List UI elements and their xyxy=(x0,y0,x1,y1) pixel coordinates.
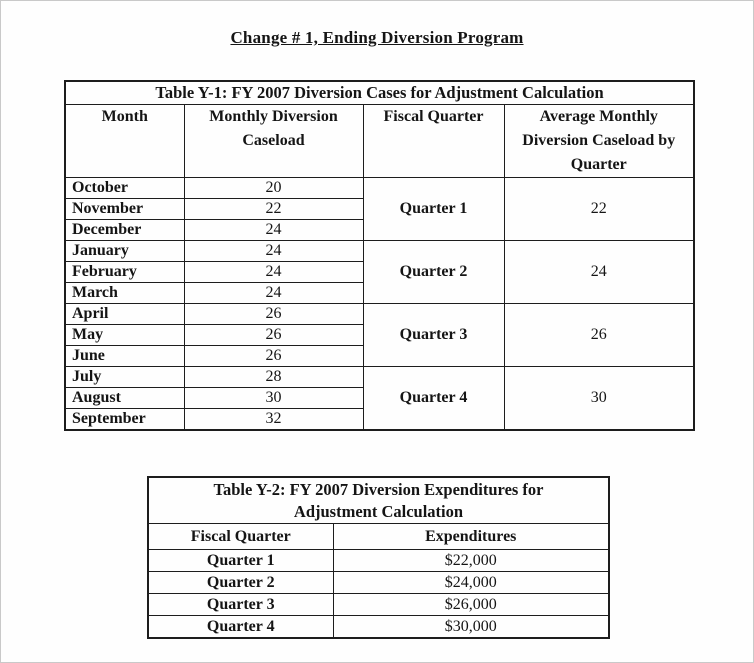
month-cell: January xyxy=(64,240,185,262)
table-row: January 24 Quarter 2 24 xyxy=(64,240,695,304)
caseload-cell: 20 xyxy=(183,177,364,199)
month-cell: February xyxy=(64,261,185,283)
month-cell: August xyxy=(64,387,185,409)
caseload-cell: 24 xyxy=(183,219,364,241)
table-y1: Table Y-1: FY 2007 Diversion Cases for A… xyxy=(64,80,696,431)
average-cell: 22 xyxy=(503,177,695,241)
average-cell: 24 xyxy=(503,240,695,304)
average-cell: 30 xyxy=(503,366,695,431)
table-row: February 24 xyxy=(64,261,694,283)
month-cell: September xyxy=(64,408,185,431)
table-y2-caption-row: Table Y-2: FY 2007 Diversion Expenditure… xyxy=(147,476,610,524)
table-y1-header-row: Month Monthly Diversion Caseload Fiscal … xyxy=(64,104,695,178)
quarter-cell: Quarter 4 xyxy=(362,366,505,431)
table-y2-caption-line2: Adjustment Calculation xyxy=(293,502,464,521)
document-title: Change # 1, Ending Diversion Program xyxy=(230,28,524,47)
table-y1-caption: Table Y-1: FY 2007 Diversion Cases for A… xyxy=(64,80,695,105)
caseload-cell: 24 xyxy=(183,261,364,283)
quarter-cell: Quarter 4 xyxy=(147,615,334,639)
table-y2-header-row: Fiscal Quarter Expenditures xyxy=(147,523,610,550)
expenditures-cell: $22,000 xyxy=(332,549,610,572)
month-cell: October xyxy=(64,177,185,199)
table-y2-caption-line1: Table Y-2: FY 2007 Diversion Expenditure… xyxy=(213,480,544,499)
quarter-cell: Quarter 3 xyxy=(362,303,505,367)
expenditures-cell: $26,000 xyxy=(332,593,610,616)
caseload-cell: 28 xyxy=(183,366,364,388)
month-cell: March xyxy=(64,282,185,304)
table-y2-caption: Table Y-2: FY 2007 Diversion Expenditure… xyxy=(147,476,610,524)
quarter-cell: Quarter 1 xyxy=(147,549,334,572)
caseload-cell: 24 xyxy=(183,240,364,262)
table-y1-header-average: Average Monthly Diversion Caseload by Qu… xyxy=(503,104,695,178)
quarter-cell: Quarter 2 xyxy=(147,571,334,594)
table-y2-header-expenditures: Expenditures xyxy=(332,523,610,550)
quarter-cell: Quarter 1 xyxy=(362,177,505,241)
table-y2-header-fiscal-quarter: Fiscal Quarter xyxy=(147,523,334,550)
caseload-cell: 30 xyxy=(183,387,364,409)
month-cell: July xyxy=(64,366,185,388)
table-row: Quarter 2 $24,000 xyxy=(147,571,610,594)
table-y1-caption-row: Table Y-1: FY 2007 Diversion Cases for A… xyxy=(64,80,695,105)
table-y1-header-fiscal-quarter: Fiscal Quarter xyxy=(362,104,505,178)
quarter-cell: Quarter 2 xyxy=(362,240,505,304)
caseload-cell: 24 xyxy=(183,282,364,304)
table-row: October 20 Quarter 1 22 xyxy=(64,177,695,241)
expenditures-cell: $24,000 xyxy=(332,571,610,594)
table-row: July 28 Quarter 4 30 xyxy=(64,366,695,431)
month-cell: November xyxy=(64,198,185,220)
caseload-cell: 26 xyxy=(183,345,364,367)
table-row: April 26 Quarter 3 26 xyxy=(64,303,695,367)
expenditures-cell: $30,000 xyxy=(332,615,610,639)
table-row: May 26 xyxy=(64,324,694,346)
table-y1-header-month: Month xyxy=(64,104,185,178)
table-row: August 30 xyxy=(64,387,694,409)
table-row: Quarter 3 $26,000 xyxy=(147,593,610,616)
caseload-cell: 32 xyxy=(183,408,364,431)
quarter-cell: Quarter 3 xyxy=(147,593,334,616)
average-cell: 26 xyxy=(503,303,695,367)
caseload-cell: 22 xyxy=(183,198,364,220)
table-row: September 32 xyxy=(64,408,694,431)
table-row: Quarter 4 $30,000 xyxy=(147,615,610,639)
caseload-cell: 26 xyxy=(183,303,364,325)
table-y2: Table Y-2: FY 2007 Diversion Expenditure… xyxy=(147,476,610,639)
month-cell: April xyxy=(64,303,185,325)
month-cell: June xyxy=(64,345,185,367)
caseload-cell: 26 xyxy=(183,324,364,346)
table-y1-header-caseload: Monthly Diversion Caseload xyxy=(183,104,364,178)
month-cell: May xyxy=(64,324,185,346)
month-cell: December xyxy=(64,219,185,241)
table-row: Quarter 1 $22,000 xyxy=(147,549,610,572)
